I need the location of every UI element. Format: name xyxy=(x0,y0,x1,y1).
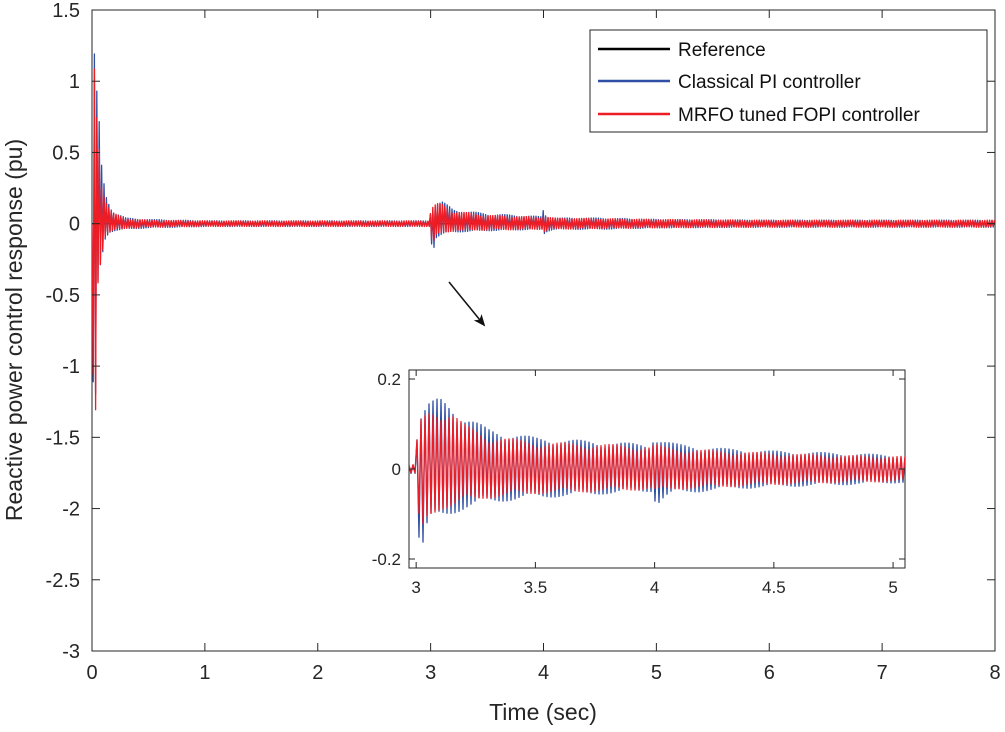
inset-x-tick-label: 4.5 xyxy=(762,578,786,597)
main-y-tick-label: 0.5 xyxy=(52,142,80,164)
main-axis-ticks: 0 1 2 3 4 5 6 7 8 -3 -2.5 -2 -1.5 -1 -0.5 0 0.5 1 1.5 xyxy=(46,0,1001,684)
inset-axis-ticks: 3 3.5 4 4.5 5 -0.2 0 0.2 xyxy=(372,370,905,597)
main-y-tick-label: -0.5 xyxy=(46,285,80,307)
main-y-tick-label: -2.5 xyxy=(46,570,80,592)
inset-y-tick-label: -0.2 xyxy=(372,550,401,569)
main-y-tick-label: 1.5 xyxy=(52,0,80,22)
legend-label-mrfo-fopi: MRFO tuned FOPI controller xyxy=(678,105,920,126)
inset-x-tick-label: 5 xyxy=(888,578,897,597)
x-axis-label: Time (sec) xyxy=(489,699,597,725)
main-y-tick-label: -2 xyxy=(62,499,80,521)
main-series-layer xyxy=(92,53,995,411)
legend-label-classical-pi: Classical PI controller xyxy=(678,72,861,93)
inset-series-layer xyxy=(409,398,905,543)
main-x-tick-label: 3 xyxy=(425,662,436,684)
inset-y-tick-label: 0.2 xyxy=(377,370,401,389)
legend-label-reference: Reference xyxy=(678,40,766,61)
main-y-tick-label: 1 xyxy=(69,71,80,93)
main-x-tick-label: 7 xyxy=(877,662,888,684)
inset-x-tick-label: 4 xyxy=(650,578,659,597)
legend: Reference Classical PI controller MRFO t… xyxy=(589,29,988,133)
inset-y-tick-label: 0 xyxy=(392,460,401,479)
inset-series-mrfo-tuned-fopi-controller xyxy=(409,413,905,525)
main-x-tick-label: 1 xyxy=(199,662,210,684)
main-x-tick-label: 5 xyxy=(651,662,662,684)
main-x-tick-label: 8 xyxy=(989,662,1000,684)
main-y-tick-label: -1 xyxy=(62,356,80,378)
main-y-tick-label: -1.5 xyxy=(46,427,80,449)
inset-x-tick-label: 3 xyxy=(411,578,420,597)
y-axis-label: Reactive power control response (pu) xyxy=(1,139,27,521)
main-y-tick-label: -3 xyxy=(62,641,80,663)
main-x-tick-label: 6 xyxy=(764,662,775,684)
main-y-tick-label: 0 xyxy=(69,214,80,236)
zoom-arrow xyxy=(448,281,486,327)
main-x-tick-label: 0 xyxy=(86,662,97,684)
main-x-tick-label: 2 xyxy=(312,662,323,684)
main-x-tick-label: 4 xyxy=(538,662,549,684)
inset-x-tick-label: 3.5 xyxy=(524,578,548,597)
main-series-mrfo-tuned-fopi-controller xyxy=(92,68,995,411)
